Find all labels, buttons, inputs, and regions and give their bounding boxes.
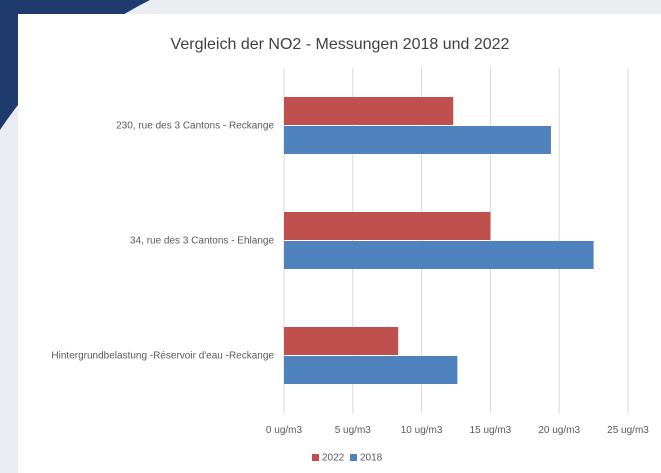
x-tick-label: 10 ug/m3 [401, 425, 443, 436]
legend-label: 2018 [360, 453, 383, 464]
bar [284, 356, 458, 384]
bar [284, 212, 491, 240]
legend-swatch [312, 454, 319, 461]
bar [284, 241, 594, 269]
x-tick-label: 15 ug/m3 [470, 425, 512, 436]
bar [284, 327, 399, 355]
chart-title: Vergleich der NO2 - Messungen 2018 und 2… [171, 36, 510, 53]
x-tick-label: 25 ug/m3 [607, 425, 649, 436]
y-tick-label: Hintergrundbelastung -Réservoir d'eau -R… [51, 351, 274, 362]
bar [284, 97, 454, 125]
legend-label: 2022 [322, 453, 345, 464]
y-tick-label: 230, rue des 3 Cantons - Reckange [116, 121, 274, 132]
bar [284, 126, 551, 154]
y-tick-label: 34, rue des 3 Cantons - Ehlange [130, 236, 274, 247]
x-tick-label: 0 ug/m3 [266, 425, 303, 436]
legend-swatch [350, 454, 357, 461]
x-tick-label: 5 ug/m3 [335, 425, 372, 436]
x-tick-label: 20 ug/m3 [538, 425, 580, 436]
